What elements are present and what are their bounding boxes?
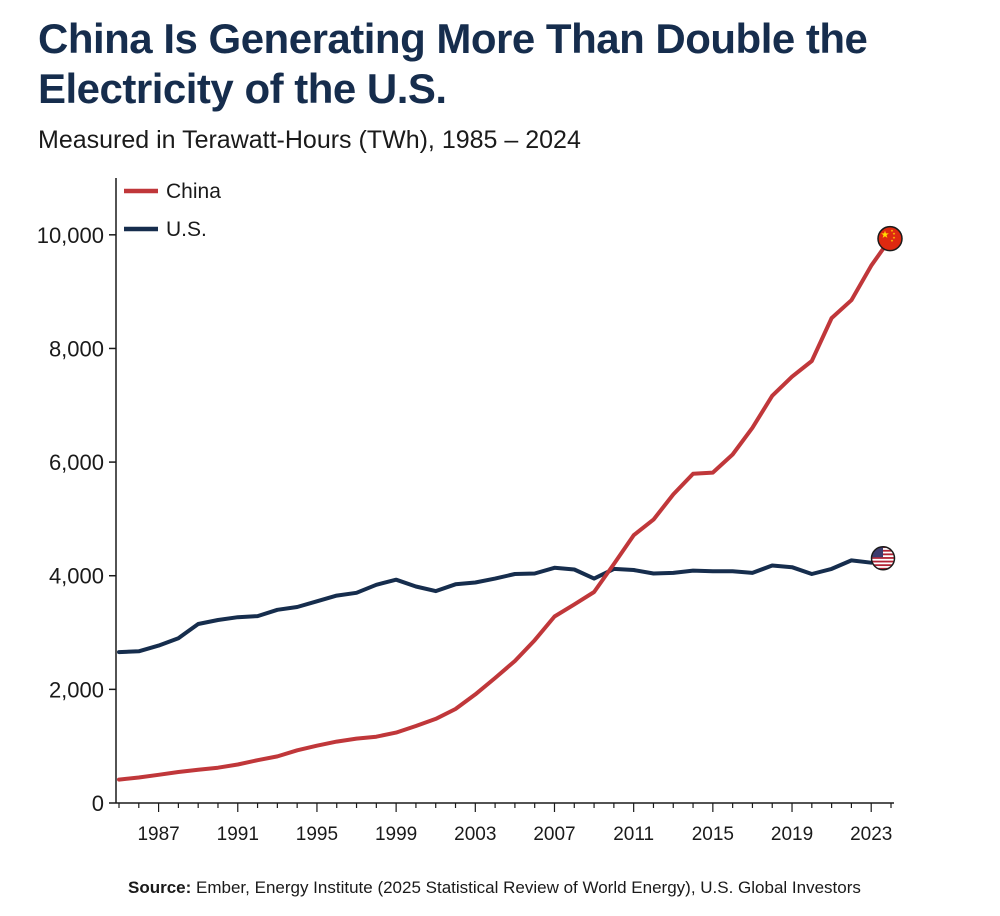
china-flag-star [881, 230, 889, 238]
china-flag-small-star [890, 229, 894, 232]
chart-title: China Is Generating More Than Double the… [38, 15, 868, 112]
x-tick-label: 1987 [137, 824, 179, 845]
x-tick-label: 2015 [692, 824, 734, 845]
china-flag-small-star [892, 236, 896, 239]
x-tick-label: 2023 [850, 824, 892, 845]
x-tick-label: 2011 [613, 824, 654, 845]
legend-label: U.S. [166, 218, 207, 241]
us-flag-stripe [872, 567, 894, 570]
source-label: Source: [128, 878, 192, 897]
us-flag-body [872, 547, 894, 570]
series-line-china [117, 235, 893, 782]
x-tick-label: 1991 [217, 824, 259, 845]
chart-subtitle: Measured in Terawatt-Hours (TWh), 1985 –… [38, 126, 581, 154]
y-tick-label: 2,000 [49, 677, 104, 702]
us-flag-canton [872, 547, 883, 558]
y-tick-label: 0 [92, 791, 104, 816]
us-flag-icon [870, 546, 896, 571]
x-tick-label: 2019 [771, 824, 813, 845]
x-tick-label: 1999 [375, 824, 417, 845]
source-note: Source: Ember, Energy Institute (2025 St… [128, 878, 861, 898]
us-flag-stripe [872, 564, 894, 567]
x-tick-label: 2007 [533, 824, 575, 845]
china-flag-small-star [890, 239, 894, 242]
y-tick-label: 6,000 [49, 450, 104, 475]
legend-label: China [166, 180, 221, 203]
china-flag-field [877, 225, 903, 252]
us-flag-outline [870, 546, 896, 571]
china-flag-small-star [892, 232, 896, 235]
us-flag-stripe [872, 557, 894, 559]
y-tick-label: 4,000 [49, 564, 104, 589]
china-flag-icon [877, 225, 903, 252]
us-flag-stripe [872, 560, 894, 563]
source-text: Ember, Energy Institute (2025 Statistica… [191, 878, 861, 897]
x-tick-label: 2003 [454, 824, 496, 845]
series-line-us [117, 557, 893, 655]
y-tick-label: 8,000 [49, 336, 104, 361]
x-tick-label: 1995 [296, 824, 338, 845]
y-tick-label: 10,000 [37, 223, 104, 248]
